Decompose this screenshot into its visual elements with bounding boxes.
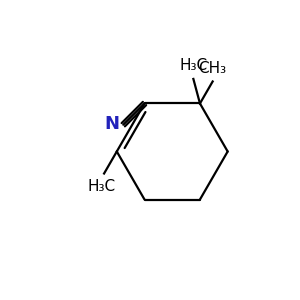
Text: CH₃: CH₃	[199, 61, 227, 76]
Text: H₃C: H₃C	[179, 58, 207, 73]
Text: H₃C: H₃C	[88, 179, 116, 194]
Text: N: N	[104, 115, 119, 133]
